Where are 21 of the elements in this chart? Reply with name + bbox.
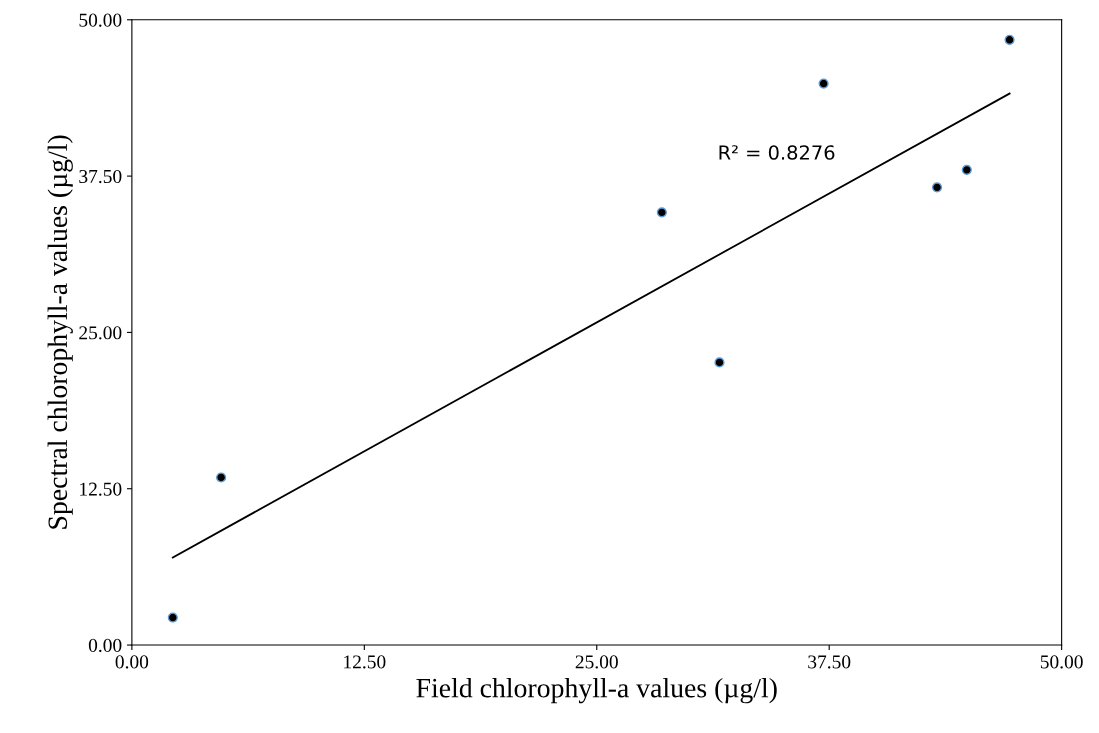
point xyxy=(1004,34,1015,45)
point xyxy=(931,182,943,193)
point xyxy=(714,357,725,368)
y-tick-label: 50.00 xyxy=(79,13,122,27)
point xyxy=(961,164,972,175)
x-tick-label: 50.00 xyxy=(1040,655,1083,669)
x-tick-label: 0.00 xyxy=(115,655,149,669)
y-tick-label: 37.50 xyxy=(79,169,122,184)
x-tick-label: 25.00 xyxy=(575,655,618,669)
y-axis-title: Spectral chlorophyll-a values (µg/l) xyxy=(47,135,73,529)
y-tick-label: 0.00 xyxy=(88,638,122,653)
point xyxy=(216,472,227,483)
y-tick-label: 25.00 xyxy=(79,326,122,340)
y-tick-label: 12.50 xyxy=(80,482,122,496)
x-tick-label: 12.50 xyxy=(344,655,386,669)
x-axis-title: Field chlorophyll-a values (µg/l) xyxy=(416,677,777,704)
point xyxy=(656,207,667,218)
annotation: R² = 0.8276 xyxy=(719,145,835,160)
point xyxy=(818,78,829,89)
x-tick-label: 37.50 xyxy=(808,655,851,669)
point xyxy=(167,612,178,623)
